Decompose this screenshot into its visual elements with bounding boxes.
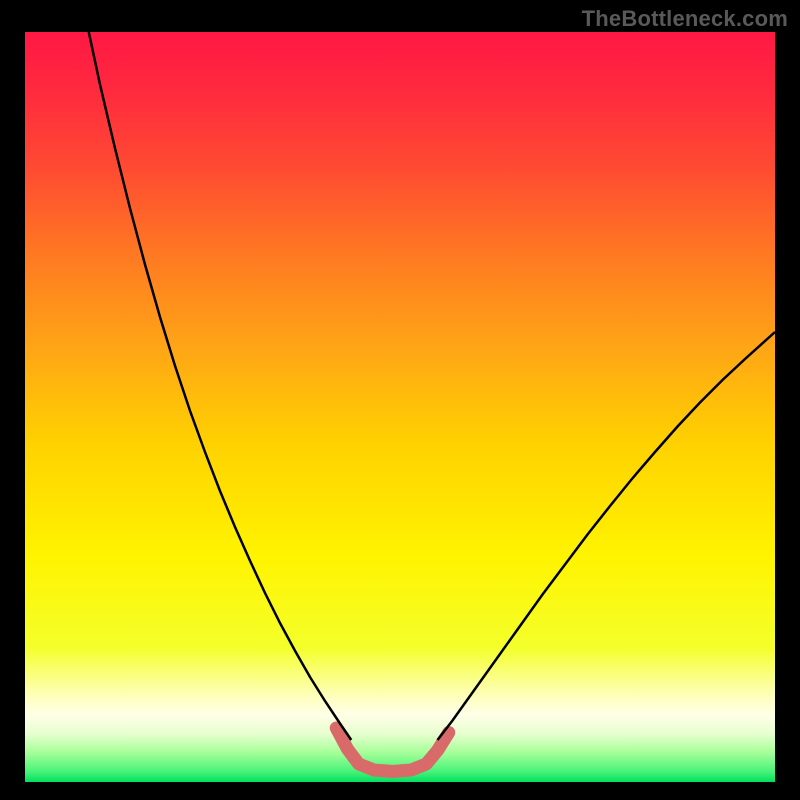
chart-svg [25,32,775,782]
chart-frame: TheBottleneck.com [0,0,800,800]
plot-area [25,32,775,782]
gradient-background [25,32,775,782]
watermark-text: TheBottleneck.com [582,6,788,32]
